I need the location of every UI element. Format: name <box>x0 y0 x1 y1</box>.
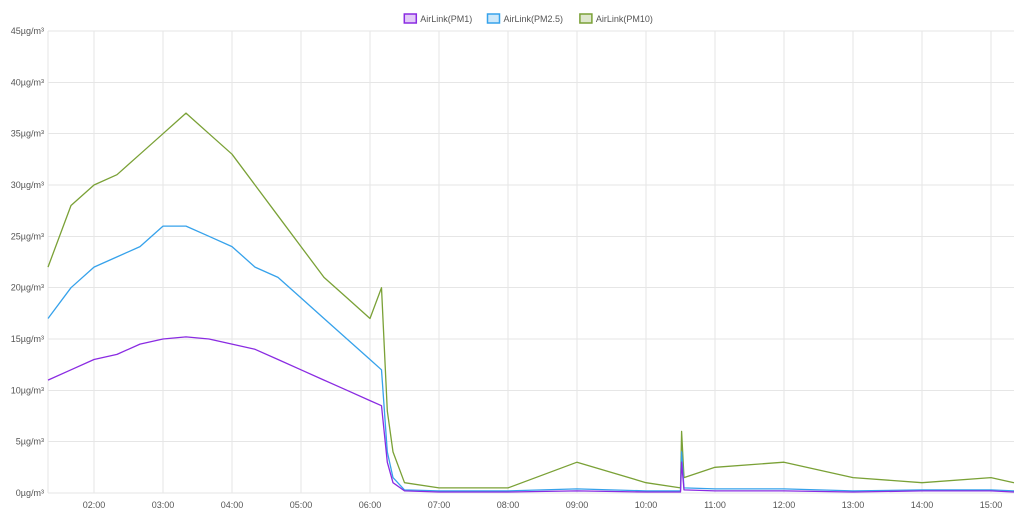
legend-label: AirLink(PM10) <box>596 14 653 24</box>
y-gridlines <box>48 30 1014 494</box>
x-tick-label: 12:00 <box>773 500 796 510</box>
y-tick-label: 45µg/m³ <box>11 26 44 36</box>
x-tick-label: 05:00 <box>290 500 313 510</box>
y-tick-label: 30µg/m³ <box>11 180 44 190</box>
x-tick-label: 08:00 <box>497 500 520 510</box>
legend[interactable]: AirLink(PM1) AirLink(PM2.5) AirLink(PM10) <box>403 13 653 24</box>
x-tick-label: 09:00 <box>566 500 589 510</box>
x-tick-label: 02:00 <box>83 500 106 510</box>
series-line <box>47 225 1015 492</box>
x-tick-label: 11:00 <box>704 500 726 510</box>
x-tick-label: 07:00 <box>428 500 451 510</box>
x-tick-label: 15:00 <box>980 500 1003 510</box>
y-tick-label: 40µg/m³ <box>11 77 44 87</box>
x-tick-label: 03:00 <box>152 500 175 510</box>
y-tick-label: 20µg/m³ <box>11 283 44 293</box>
legend-label: AirLink(PM1) <box>420 14 472 24</box>
x-tick-label: 14:00 <box>911 500 934 510</box>
legend-swatch <box>486 13 501 24</box>
x-tick-label: 13:00 <box>842 500 865 510</box>
x-axis-ticks: 02:00 03:00 04:00 05:00 06:00 07:00 08:00 09:00… <box>83 500 1003 510</box>
y-tick-label: 25µg/m³ <box>11 231 44 241</box>
y-axis-ticks: 0µg/m³ 5µg/m³ 10µg/m³ 15µg/m³ 20µg/m³ 25µg/m³… <box>11 26 44 498</box>
y-tick-label: 10µg/m³ <box>11 385 44 395</box>
legend-item[interactable]: AirLink(PM2.5) <box>486 13 564 24</box>
series-line <box>47 336 1015 493</box>
y-tick-label: 0µg/m³ <box>16 488 44 498</box>
legend-label: AirLink(PM2.5) <box>504 14 564 24</box>
x-gridlines <box>47 31 992 493</box>
x-tick-label: 04:00 <box>221 500 244 510</box>
series-lines <box>47 112 1015 493</box>
series-line <box>47 112 1015 489</box>
y-tick-label: 5µg/m³ <box>16 437 44 447</box>
legend-swatch <box>403 13 418 24</box>
legend-swatch <box>579 13 593 24</box>
x-tick-label: 06:00 <box>359 500 382 510</box>
y-tick-label: 35µg/m³ <box>11 129 44 139</box>
legend-item[interactable]: AirLink(PM1) <box>403 13 472 24</box>
legend-item[interactable]: AirLink(PM10) <box>579 13 653 24</box>
x-tick-label: 10:00 <box>635 500 658 510</box>
y-tick-label: 15µg/m³ <box>11 334 44 344</box>
